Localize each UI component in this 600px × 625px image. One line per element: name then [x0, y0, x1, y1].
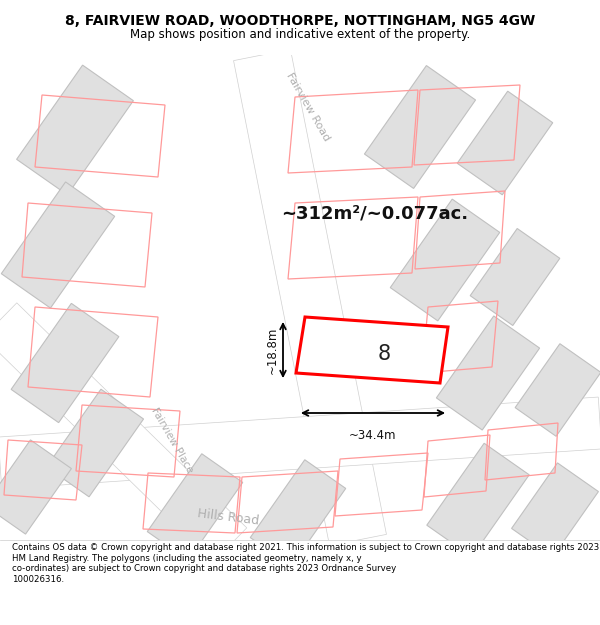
Polygon shape	[1, 182, 115, 308]
Text: Contains OS data © Crown copyright and database right 2021. This information is : Contains OS data © Crown copyright and d…	[12, 543, 600, 584]
Text: Map shows position and indicative extent of the property.: Map shows position and indicative extent…	[130, 28, 470, 41]
Text: Fairview Place: Fairview Place	[149, 406, 195, 474]
Polygon shape	[296, 317, 448, 383]
Text: 8, FAIRVIEW ROAD, WOODTHORPE, NOTTINGHAM, NG5 4GW: 8, FAIRVIEW ROAD, WOODTHORPE, NOTTINGHAM…	[65, 14, 535, 28]
Polygon shape	[470, 229, 560, 326]
Text: 8: 8	[377, 344, 391, 364]
Polygon shape	[512, 463, 598, 557]
Polygon shape	[17, 65, 133, 195]
Polygon shape	[457, 91, 553, 195]
Polygon shape	[390, 199, 500, 321]
Polygon shape	[147, 454, 243, 560]
Text: ~34.4m: ~34.4m	[349, 429, 397, 442]
Text: Fairview Road: Fairview Road	[284, 71, 332, 143]
Polygon shape	[233, 49, 386, 546]
Polygon shape	[250, 460, 346, 566]
Polygon shape	[364, 66, 476, 189]
Polygon shape	[11, 303, 119, 423]
Polygon shape	[0, 303, 247, 562]
Polygon shape	[46, 389, 143, 497]
Polygon shape	[515, 344, 600, 436]
Polygon shape	[427, 443, 529, 557]
Text: ~18.8m: ~18.8m	[266, 326, 279, 374]
Polygon shape	[436, 316, 539, 430]
Polygon shape	[0, 397, 600, 489]
Polygon shape	[0, 440, 71, 534]
Text: ~312m²/~0.077ac.: ~312m²/~0.077ac.	[281, 204, 469, 222]
Text: Hills Road: Hills Road	[196, 507, 260, 528]
